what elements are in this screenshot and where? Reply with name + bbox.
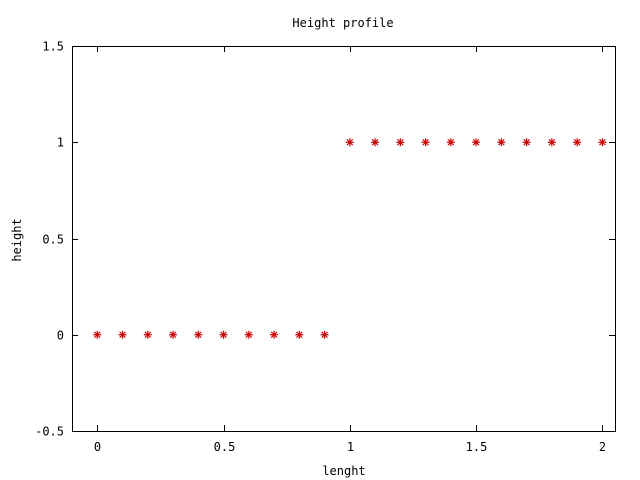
y-tick-label: -0.5 xyxy=(35,425,64,439)
data-point xyxy=(522,138,531,147)
data-point xyxy=(320,330,329,339)
data-point xyxy=(547,138,556,147)
y-tick-label: 0.5 xyxy=(42,233,64,247)
y-axis-ticks: -0.5 0 0.5 1 1.5 xyxy=(35,40,615,439)
data-point xyxy=(93,330,102,339)
x-axis-ticks: 0 0.5 1 1.5 2 xyxy=(94,46,606,454)
chart-title: Height profile xyxy=(292,16,393,30)
x-tick-label: 1 xyxy=(347,440,354,454)
data-point xyxy=(446,138,455,147)
data-point xyxy=(169,330,178,339)
data-point xyxy=(219,330,228,339)
data-point xyxy=(194,330,203,339)
data-point xyxy=(598,138,607,147)
y-tick-label: 1.5 xyxy=(42,40,64,54)
data-point xyxy=(371,138,380,147)
y-tick-label: 0 xyxy=(57,329,64,343)
plot-frame xyxy=(72,46,616,432)
data-point xyxy=(244,330,253,339)
data-point xyxy=(295,330,304,339)
data-point xyxy=(345,138,354,147)
y-tick-label: 1 xyxy=(57,136,64,150)
data-point xyxy=(472,138,481,147)
data-point xyxy=(573,138,582,147)
data-point xyxy=(421,138,430,147)
data-point xyxy=(396,138,405,147)
x-tick-label: 0 xyxy=(94,440,101,454)
data-point xyxy=(497,138,506,147)
data-point xyxy=(270,330,279,339)
x-tick-label: 2 xyxy=(599,440,606,454)
x-tick-label: 0.5 xyxy=(214,440,236,454)
y-axis-label: height xyxy=(10,218,24,261)
data-point xyxy=(143,330,152,339)
data-point xyxy=(118,330,127,339)
data-points xyxy=(93,138,607,339)
x-tick-label: 1.5 xyxy=(466,440,488,454)
x-axis-label: lenght xyxy=(322,464,365,478)
